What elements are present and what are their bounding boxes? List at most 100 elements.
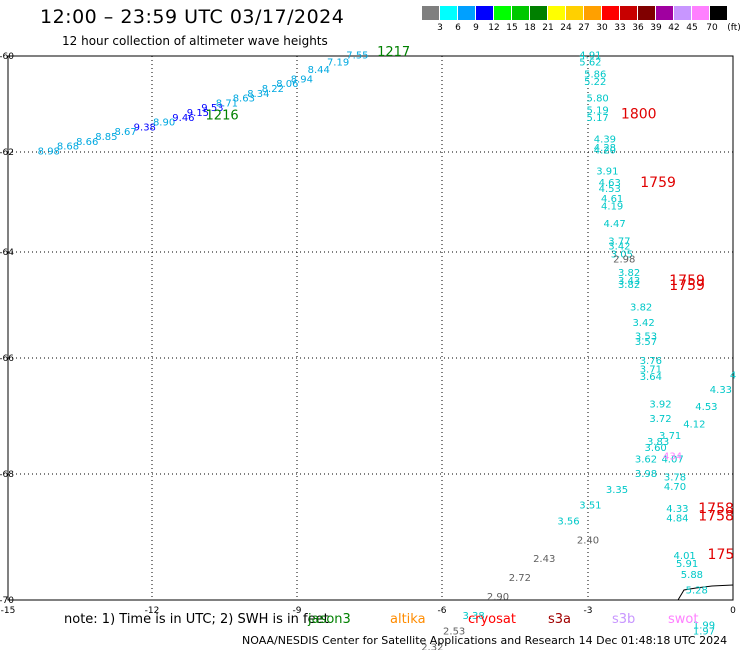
legend-swatch: [512, 6, 529, 20]
legend-label: 12: [488, 23, 500, 33]
page-title: 12:00 – 23:59 UTC 03/17/2024: [40, 6, 345, 28]
swh-value: 3.05: [611, 249, 633, 260]
legend-label: 15: [506, 23, 518, 33]
swh-value: 8.66: [76, 137, 98, 148]
legend-label: 39: [650, 23, 662, 33]
swh-value: 4.61: [601, 194, 623, 205]
swh-value: 1.99: [693, 620, 715, 631]
legend-swatch: [602, 6, 619, 20]
swh-value: 8.06: [276, 79, 298, 90]
legend-label: 30: [596, 23, 608, 33]
legend-swatch: [692, 6, 709, 20]
swh-value: 3.35: [606, 485, 628, 496]
satellite-altika: altika: [390, 612, 426, 627]
swh-value: 3.43: [618, 276, 640, 287]
lon-tick-label: -3: [584, 606, 593, 616]
swh-value: 4.53: [695, 402, 717, 413]
pass-time-label: 1758: [698, 501, 734, 517]
legend-swatch: [440, 6, 457, 20]
swh-value: 8.90: [153, 118, 175, 129]
swh-value: 9.15: [187, 108, 209, 119]
swh-value: 434: [663, 452, 682, 463]
swh-value: 3.42: [608, 242, 630, 253]
legend-label: 18: [524, 23, 536, 33]
swh-value: 4.63: [599, 178, 621, 189]
note-text: note: 1) Time is in UTC; 2) SWH is in fe…: [64, 612, 329, 627]
swh-value: 4.19: [601, 202, 623, 213]
swh-value: 7.55: [346, 50, 368, 61]
swh-value: 2.98: [613, 255, 635, 266]
swh-value: 5.80: [587, 94, 609, 105]
lat-tick-label: -62: [0, 148, 14, 158]
swh-value: 3.83: [647, 437, 669, 448]
swh-value: 4.39: [594, 134, 616, 145]
swh-value: 7.19: [327, 58, 349, 69]
swh-value: 8.94: [291, 74, 313, 85]
legend-label: 33: [614, 23, 626, 33]
lon-tick-label: 0: [730, 606, 736, 616]
swh-value: 3.57: [635, 337, 657, 348]
satellite-cryosat: cryosat: [468, 612, 516, 627]
lon-tick-label: -6: [438, 606, 447, 616]
swh-value: 4.20: [594, 146, 616, 157]
swh-value: 5.17: [587, 113, 609, 124]
satellite-jason3: jason3: [308, 612, 351, 627]
swh-value: 4.70: [664, 482, 686, 493]
swh-value: 3.76: [640, 356, 662, 367]
swh-value: 9.53: [201, 103, 223, 114]
swh-value: 5.62: [579, 58, 601, 69]
swh-value: 9.46: [172, 113, 194, 124]
swh-value: 5.88: [681, 570, 703, 581]
swh-value: 5.91: [676, 559, 698, 570]
legend-label: 27: [578, 23, 590, 33]
swh-value: 3.56: [557, 516, 579, 527]
swh-value: 5.86: [584, 70, 606, 81]
legend-swatch: [458, 6, 475, 20]
legend-label: 6: [455, 23, 461, 33]
legend-label: 24: [560, 23, 572, 33]
swh-value: 4.12: [683, 420, 705, 431]
pass-time-label: 1216: [206, 108, 239, 123]
swh-value: 3.38: [463, 611, 485, 622]
lat-tick-label: -64: [0, 248, 14, 258]
legend-swatch: [656, 6, 673, 20]
swh-value: 8.63: [233, 94, 255, 105]
legend-label: 9: [473, 23, 479, 33]
legend-swatch: [476, 6, 493, 20]
legend-swatch: [584, 6, 601, 20]
page-subtitle: 12 hour collection of altimeter wave hei…: [62, 34, 328, 48]
legend-swatch: [548, 6, 565, 20]
swh-value: 4.01: [674, 551, 696, 562]
swh-value: 5.28: [686, 586, 708, 597]
swh-value: 2.32: [421, 642, 443, 650]
legend-swatch: [674, 6, 691, 20]
lon-tick-label: -9: [293, 606, 302, 616]
swh-value: 3.62: [635, 454, 657, 465]
pass-time-label: 1759: [669, 273, 705, 289]
swh-value: 2.72: [509, 573, 531, 584]
swh-value: 3.77: [608, 237, 630, 248]
swh-value: 8.85: [95, 132, 117, 143]
legend-swatch: [620, 6, 637, 20]
legend-label: 45: [686, 23, 698, 33]
legend-swatch: [710, 6, 727, 20]
legend-label: 70: [706, 23, 718, 33]
legend-unit: (ft): [727, 23, 740, 33]
satellite-s3b: s3b: [612, 612, 636, 627]
pass-time-label: 1217: [377, 45, 410, 60]
legend-swatch: [566, 6, 583, 20]
swh-value: 9.38: [134, 122, 156, 133]
swh-value: 3.82: [630, 302, 652, 313]
swh-value: 4.07: [661, 454, 683, 465]
swh-value: 5.22: [584, 77, 606, 88]
swh-value: 2.43: [533, 554, 555, 565]
swh-value: 8.34: [247, 89, 269, 100]
legend-swatch: [422, 6, 439, 20]
lon-tick-label: -15: [1, 606, 16, 616]
swh-value: 4.33: [710, 385, 732, 396]
swh-value: 3.42: [632, 318, 654, 329]
lat-tick-label: -60: [0, 52, 14, 62]
pass-time-label: 1759: [669, 278, 705, 294]
swh-value: 4.53: [599, 184, 621, 195]
